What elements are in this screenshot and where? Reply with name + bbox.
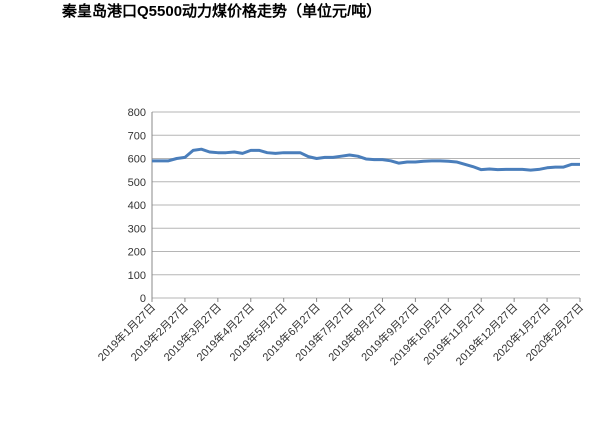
data-line xyxy=(152,147,580,172)
x-tick-label: 2019年8月27日 xyxy=(325,300,389,364)
y-tick-label: 400 xyxy=(128,200,146,212)
x-tick-label: 2019年1月27日 xyxy=(95,300,159,364)
x-tick-label: 2020年2月27日 xyxy=(523,300,587,364)
y-tick-label: 200 xyxy=(128,247,146,259)
y-tick-label: 100 xyxy=(128,270,146,282)
x-tick-label: 2020年1月27日 xyxy=(490,300,554,364)
x-tick-label: 2019年9月27日 xyxy=(358,300,422,364)
y-tick-label: 700 xyxy=(128,130,146,142)
y-tick-label: 0 xyxy=(140,293,146,305)
chart-title: 秦皇岛港口Q5500动力煤价格走势（单位元/吨） xyxy=(61,2,381,20)
y-tick-label: 500 xyxy=(128,177,146,189)
x-tick-label: 2019年3月27日 xyxy=(160,300,224,364)
x-tick-label: 2019年5月27日 xyxy=(226,300,290,364)
y-tick-label: 800 xyxy=(128,107,146,119)
x-tick-label: 2019年6月27日 xyxy=(259,300,323,364)
x-tick-label: 2019年2月27日 xyxy=(128,300,192,364)
x-tick-label: 2019年7月27日 xyxy=(292,300,356,364)
y-tick-label: 300 xyxy=(128,223,146,235)
x-tick-label: 2019年4月27日 xyxy=(193,300,257,364)
y-tick-label: 600 xyxy=(128,154,146,166)
